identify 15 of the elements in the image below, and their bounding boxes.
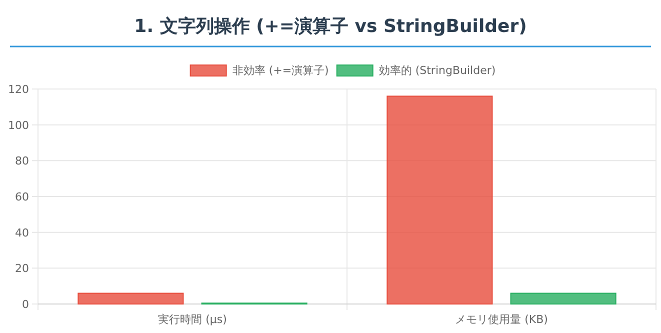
y-tick-label: 100 — [8, 118, 29, 132]
y-tick-label: 120 — [8, 83, 29, 96]
bar — [78, 292, 184, 304]
y-tick-label: 0 — [22, 298, 29, 311]
y-tick-label: 60 — [15, 190, 29, 204]
legend-label: 非効率 (+=演算子) — [232, 64, 329, 77]
x-tick-label: 実行時間 (µs) — [158, 313, 227, 326]
legend-label: 効率的 (StringBuilder) — [378, 64, 496, 77]
x-tick-label: メモリ使用量 (KB) — [455, 313, 548, 326]
chart-title: 1. 文字列操作 (+=演算子 vs StringBuilder) — [134, 16, 527, 37]
y-tick-label: 80 — [15, 154, 29, 168]
y-tick-label: 40 — [15, 226, 29, 240]
bar — [386, 96, 493, 304]
y-tick-label: 20 — [15, 262, 29, 276]
bar — [510, 292, 616, 304]
